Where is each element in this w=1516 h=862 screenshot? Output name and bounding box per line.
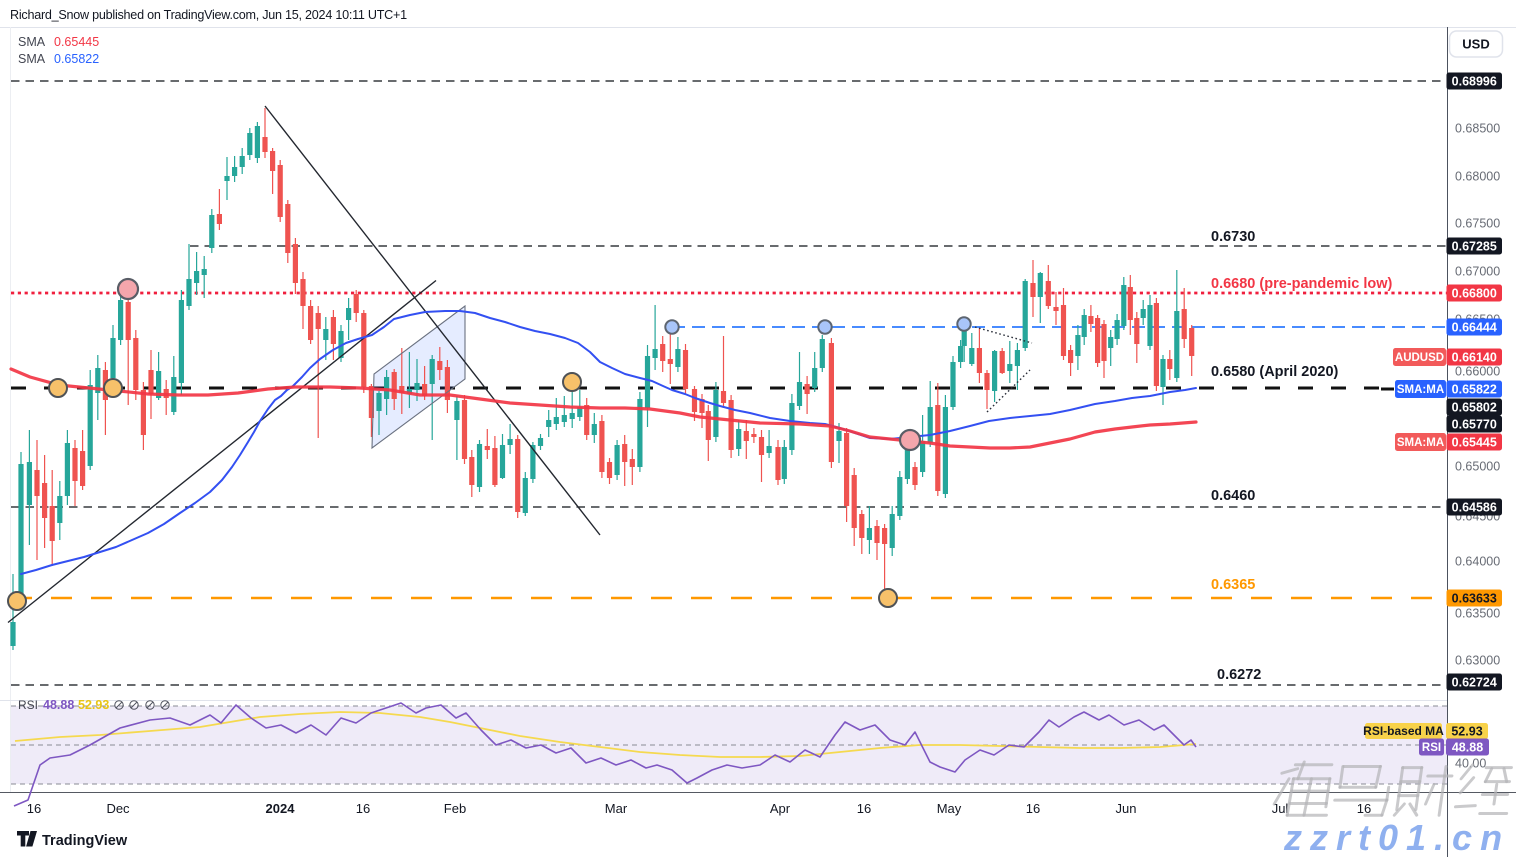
- svg-text:Jul: Jul: [1272, 801, 1289, 816]
- svg-text:0.63633: 0.63633: [1452, 591, 1497, 605]
- svg-text:16: 16: [1357, 801, 1371, 816]
- svg-text:Richard_Snow published on Trad: Richard_Snow published on TradingView.co…: [10, 8, 407, 22]
- svg-text:0.63500: 0.63500: [1455, 607, 1500, 621]
- svg-text:Jun: Jun: [1116, 801, 1137, 816]
- svg-text:16: 16: [356, 801, 370, 816]
- svg-text:RSI: RSI: [18, 698, 38, 712]
- svg-text:2024: 2024: [266, 801, 296, 816]
- svg-text:0.67000: 0.67000: [1455, 265, 1500, 279]
- svg-text:SMA: SMA: [18, 52, 46, 66]
- svg-text:0.68000: 0.68000: [1455, 170, 1500, 184]
- svg-text:0.6365: 0.6365: [1211, 577, 1255, 593]
- svg-text:0.6272: 0.6272: [1217, 667, 1261, 683]
- svg-text:Dec: Dec: [106, 801, 130, 816]
- svg-text:16: 16: [27, 801, 41, 816]
- svg-text:0.67500: 0.67500: [1455, 217, 1500, 231]
- svg-text:0.65445: 0.65445: [54, 35, 99, 49]
- svg-text:zzrt01.cn: zzrt01.cn: [1283, 817, 1510, 857]
- svg-text:0.65822: 0.65822: [54, 52, 99, 66]
- svg-text:May: May: [937, 801, 962, 816]
- svg-text:0.68500: 0.68500: [1455, 122, 1500, 136]
- svg-text:SMA: SMA: [18, 35, 46, 49]
- svg-text:48.88: 48.88: [1452, 740, 1483, 754]
- svg-text:0.65770: 0.65770: [1452, 417, 1497, 431]
- svg-text:0.62724: 0.62724: [1452, 675, 1497, 689]
- svg-text:0.66800: 0.66800: [1452, 286, 1497, 300]
- svg-text:0.6680 (pre-pandemic low): 0.6680 (pre-pandemic low): [1211, 276, 1392, 292]
- svg-text:0.66000: 0.66000: [1455, 365, 1500, 379]
- svg-text:SMA:MA: SMA:MA: [1397, 384, 1444, 396]
- svg-text:SMA:MA: SMA:MA: [1397, 437, 1444, 449]
- svg-text:Feb: Feb: [444, 801, 466, 816]
- svg-text:52.93: 52.93: [1451, 724, 1482, 738]
- svg-text:0.66444: 0.66444: [1452, 320, 1497, 334]
- svg-text:RSI: RSI: [1422, 742, 1441, 754]
- svg-text:48.88: 48.88: [43, 698, 74, 712]
- svg-text:RSI-based MA: RSI-based MA: [1363, 724, 1444, 738]
- svg-text:52.93: 52.93: [78, 698, 109, 712]
- svg-text:0.65000: 0.65000: [1455, 460, 1500, 474]
- svg-text:0.6580 (April 2020): 0.6580 (April 2020): [1211, 364, 1339, 380]
- svg-text:0.65802: 0.65802: [1452, 400, 1497, 414]
- svg-text:USD: USD: [1462, 37, 1489, 52]
- svg-text:0.65822: 0.65822: [1452, 382, 1497, 396]
- svg-text:0.64000: 0.64000: [1455, 555, 1500, 569]
- svg-text:0.67285: 0.67285: [1452, 239, 1497, 253]
- svg-text:16: 16: [857, 801, 871, 816]
- svg-text:0.64586: 0.64586: [1452, 500, 1497, 514]
- svg-text:TradingView: TradingView: [42, 833, 128, 849]
- svg-text:0.68996: 0.68996: [1452, 74, 1497, 88]
- svg-text:Apr: Apr: [770, 801, 791, 816]
- svg-text:AUDUSD: AUDUSD: [1395, 352, 1444, 364]
- svg-text:16: 16: [1026, 801, 1040, 816]
- svg-text:0.6460: 0.6460: [1211, 488, 1255, 504]
- svg-text:40.00: 40.00: [1455, 757, 1486, 771]
- svg-text:Mar: Mar: [605, 801, 628, 816]
- svg-text:0.65445: 0.65445: [1452, 435, 1497, 449]
- svg-text:0.66140: 0.66140: [1452, 350, 1497, 364]
- svg-text:0.63000: 0.63000: [1455, 654, 1500, 668]
- svg-text:0.6730: 0.6730: [1211, 229, 1255, 245]
